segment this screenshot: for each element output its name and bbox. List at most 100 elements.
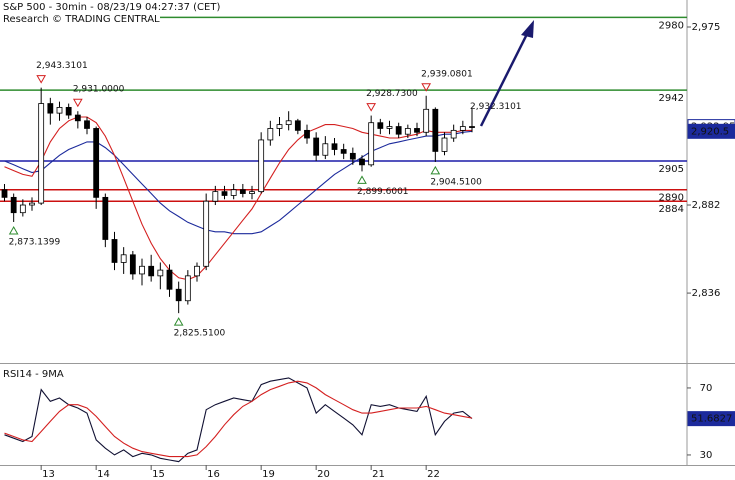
low-marker [430, 165, 441, 175]
candle-body [38, 103, 45, 204]
level-label-bg [655, 203, 685, 216]
candle-body [322, 143, 329, 156]
candle-body [129, 254, 136, 275]
price-label: 51.6827 [691, 414, 732, 425]
candle-body [267, 128, 274, 141]
candle-body [1, 189, 8, 198]
y-tick-label: 2,975 [692, 22, 721, 33]
high-label: 2,939.0801 [421, 69, 473, 79]
level-label: 2890 [659, 193, 684, 204]
y-tick-label: 2,836 [692, 288, 721, 299]
high-label: 2,928.7300 [366, 89, 418, 99]
candle-body [166, 269, 173, 290]
low-label: 2,904.5100 [430, 177, 482, 187]
rsi-line [4, 380, 473, 458]
candle-body [221, 191, 228, 196]
candle-body [47, 103, 54, 114]
level-label: 2905 [659, 164, 684, 175]
y-tick-label: 70 [700, 383, 713, 394]
candle-body [340, 149, 347, 154]
candle-body [102, 196, 109, 240]
ma-slow-line [4, 130, 473, 235]
price-label: 2,920.5 [691, 126, 729, 137]
candle-body [93, 128, 100, 198]
high-marker [36, 75, 47, 84]
level-label: 2884 [659, 204, 684, 215]
chart-title: S&P 500 - 30min - 08/23/19 04:27:37 (CET… [3, 2, 220, 13]
low-marker [357, 175, 367, 184]
candle-body [111, 239, 118, 263]
candle-body [56, 106, 63, 114]
level-label-bg [655, 92, 685, 105]
high-label: 2,943.3101 [36, 61, 88, 71]
candle-body [450, 129, 457, 139]
candle-body [441, 137, 448, 152]
x-tick-label: 13 [42, 469, 55, 480]
candle-body [139, 265, 145, 275]
candle-body [19, 204, 26, 214]
x-tick-label: 16 [207, 469, 220, 480]
level-label: 2980 [659, 20, 684, 31]
candle-body [65, 106, 72, 116]
candle-body [258, 139, 265, 193]
low-marker [8, 225, 19, 235]
price-label-box [687, 123, 735, 139]
high-label: 2,931.0000 [73, 85, 125, 95]
candle-body [313, 137, 320, 156]
candle-body [469, 126, 475, 128]
x-tick-label: 15 [152, 469, 165, 480]
level-label-bg [655, 19, 685, 32]
candle-body [84, 120, 90, 129]
rsi-title: RSI14 - 9MA [3, 369, 64, 380]
candle-body [294, 120, 301, 131]
level-label: 2942 [659, 93, 684, 104]
ma-fast-line [4, 116, 472, 281]
x-tick-label: 14 [97, 469, 110, 480]
candle-body [249, 191, 255, 194]
price-label-box [687, 411, 735, 427]
low-label: 2,825.5100 [174, 329, 226, 339]
candle-body [276, 124, 283, 129]
candle-body [10, 196, 17, 214]
x-tick-label: 21 [372, 469, 385, 480]
high-marker [366, 103, 377, 112]
candle-body [184, 275, 191, 302]
low-marker [173, 317, 184, 326]
candle-body [368, 122, 375, 166]
candle-body [349, 152, 356, 160]
candle-body [331, 143, 338, 150]
candle-body [157, 269, 164, 277]
y-tick-label: 2,882 [692, 200, 721, 211]
candle-body [74, 114, 81, 122]
candle-body [377, 122, 384, 129]
candle-body [414, 128, 420, 133]
level-label-bg [655, 162, 685, 175]
candle-body [148, 265, 155, 277]
candle-body [359, 158, 365, 166]
title-backdrop [0, 0, 160, 26]
candle-body [285, 120, 292, 126]
rsi-line [4, 377, 473, 463]
x-tick-label: 22 [427, 469, 440, 480]
candle-body [212, 191, 219, 202]
high-marker [421, 83, 432, 92]
forecast-arrow-head [521, 20, 534, 38]
candle-body [120, 254, 127, 263]
candle-body [230, 189, 237, 196]
candle-body [423, 108, 430, 133]
candle-body [386, 126, 393, 129]
candle-body [395, 126, 402, 135]
y-tick-label: 30 [700, 450, 713, 461]
x-tick-label: 19 [262, 469, 275, 480]
low-label: 2,873.1399 [9, 237, 61, 247]
candle-body [29, 202, 35, 206]
candle-body [175, 288, 182, 302]
candle-body [194, 265, 200, 277]
candle-body [459, 126, 466, 131]
high-marker [72, 98, 83, 108]
candle-body [404, 128, 411, 135]
